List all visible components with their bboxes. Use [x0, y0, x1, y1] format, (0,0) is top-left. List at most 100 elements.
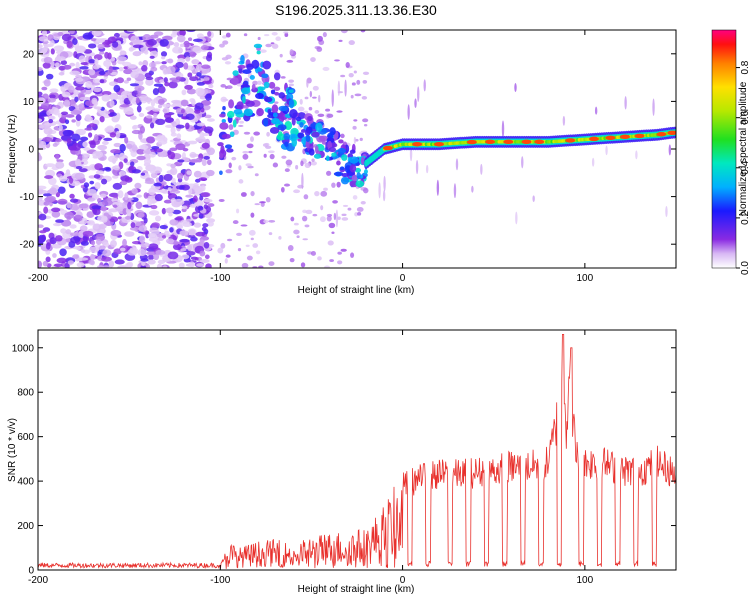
spectrogram-noise-cell [128, 165, 134, 171]
colorbar-tick-label: 0.0 [740, 261, 750, 275]
spectrogram-noise-cell [123, 66, 129, 70]
spectrogram-noise-cell [75, 74, 83, 79]
spectrogram-ridge-cell [339, 166, 345, 171]
spectrogram-noise-cell [44, 175, 54, 179]
spectrogram-ridge-cell [237, 64, 246, 69]
spectrogram-noise-cell [69, 62, 76, 67]
spectrogram-noise-cell [62, 64, 72, 70]
spectrogram-noise-cell [181, 208, 187, 213]
spectrogram-noise-cell [173, 198, 185, 206]
spectrogram-noise-cell [263, 219, 269, 224]
spectrogram-noise-cell [55, 192, 61, 198]
spectrogram-noise-cell [189, 159, 200, 163]
spectrogram-noise-cell [225, 32, 231, 38]
spectrogram-ridge-cell [300, 129, 306, 133]
spectrogram-noise-cell [109, 100, 115, 108]
spectrogram-noise-cell [131, 144, 138, 152]
spectrogram-noise-cell [49, 39, 55, 46]
spectrogram-ridge-cell [363, 169, 368, 174]
spectrogram-noise-cell [169, 219, 179, 226]
spectrogram-noise-cell [342, 204, 349, 207]
spectrogram-noise-cell [146, 251, 157, 256]
spectrogram-noise-cell [196, 263, 205, 267]
spectrogram-noise-cell [89, 141, 96, 149]
spectrogram-noise-cell [93, 134, 99, 142]
spectrogram-noise-cell [170, 126, 176, 134]
spectrogram-noise-cell [92, 87, 102, 93]
spectrogram-ridge-hotspot [434, 142, 445, 147]
spectrogram-noise-cell [140, 258, 149, 262]
spectrogram-noise-cell [109, 208, 116, 213]
spectrogram-ridge-cell [289, 108, 298, 119]
spectrogram-noise-cell [184, 84, 193, 90]
spectrogram-noise-cell [337, 216, 341, 220]
spectrogram-noise-cell [362, 118, 369, 123]
spectrogram-noise-cell [245, 163, 252, 167]
spectrogram-noise-cell [154, 193, 163, 202]
spectrogram-noise-cell [296, 235, 300, 239]
spectrogram-noise-cell [55, 153, 60, 160]
spectrogram-noise-cell [123, 158, 128, 163]
spectrogram-ridge-cell [305, 134, 311, 143]
snr-x-label: Height of straight line (km) [298, 584, 415, 595]
spectrogram-noise-cell [219, 43, 225, 48]
spectrogram-noise-cell [161, 235, 167, 239]
spectrogram-noise-cell [61, 111, 69, 116]
spectrogram-noise-cell [75, 128, 86, 136]
spectrogram-noise-cell [161, 61, 167, 65]
spectrogram-noise-cell [161, 190, 169, 194]
spectrogram-noise-cell [341, 217, 349, 221]
spectrogram-noise-cell [199, 131, 205, 138]
spectrogram-noise-cell [119, 50, 127, 56]
spectrogram-noise-cell [453, 183, 457, 199]
spectrogram-noise-cell [340, 133, 345, 139]
spectrogram-noise-cell [57, 198, 68, 205]
spectrogram-noise-cell [668, 144, 672, 156]
spectrogram-noise-cell [155, 118, 166, 126]
spectrogram-noise-cell [192, 38, 203, 43]
spectrogram-noise-cell [264, 34, 270, 37]
spectrogram-ridge-cell [222, 106, 226, 111]
spectrogram-noise-cell [318, 94, 321, 103]
spectrogram-noise-cell [320, 205, 324, 211]
spectrogram-noise-cell [48, 103, 53, 110]
spectrogram-noise-cell [112, 175, 119, 179]
spectrogram-ridge-cell [245, 100, 255, 107]
spectrogram-ridge-cell [284, 141, 289, 147]
spectrogram-noise-cell [157, 139, 168, 145]
spectrogram-noise-cell [95, 238, 102, 245]
spectrogram-noise-cell [76, 262, 85, 268]
spectrogram-noise-cell [136, 155, 146, 161]
spectrogram-noise-cell [70, 236, 81, 244]
spectrogram-noise-cell [118, 66, 124, 72]
spectrogram-noise-cell [95, 170, 105, 175]
spectrogram-noise-cell [331, 231, 335, 234]
spectrogram-noise-cell [335, 209, 339, 228]
spectrogram-noise-cell [109, 132, 117, 138]
spectrogram-noise-cell [167, 58, 174, 64]
spectrogram-noise-cell [55, 235, 63, 242]
spectrogram-noise-cell [130, 222, 136, 228]
spectrogram-noise-cell [200, 100, 212, 106]
spectrogram-noise-cell [82, 141, 88, 148]
spectrogram-noise-cell [316, 46, 323, 52]
spectrogram-noise-cell [151, 222, 160, 228]
spectrogram-ridge-cell [313, 153, 322, 159]
spectrogram-noise-cell [337, 251, 342, 255]
spectrogram-ridge-hotspot [382, 145, 393, 151]
spectrogram-noise-cell [293, 229, 300, 235]
spectrogram-noise-cell [279, 53, 283, 58]
spectrogram-noise-cell [77, 257, 89, 261]
spectrogram-noise-cell [145, 78, 154, 86]
spectrogram-noise-cell [114, 259, 125, 265]
spectrogram-x-tick-label: 0 [400, 273, 406, 284]
spectrogram-noise-cell [113, 142, 122, 148]
spectrogram-noise-cell [383, 175, 386, 192]
spectrogram-noise-cell [143, 158, 152, 165]
spectrogram-noise-cell [237, 247, 242, 252]
spectrogram-noise-cell [174, 217, 183, 221]
spectrogram-noise-cell [141, 64, 148, 72]
spectrogram-noise-cell [240, 192, 247, 197]
spectrogram-noise-cell [203, 204, 209, 210]
spectrogram-noise-cell [99, 245, 106, 250]
